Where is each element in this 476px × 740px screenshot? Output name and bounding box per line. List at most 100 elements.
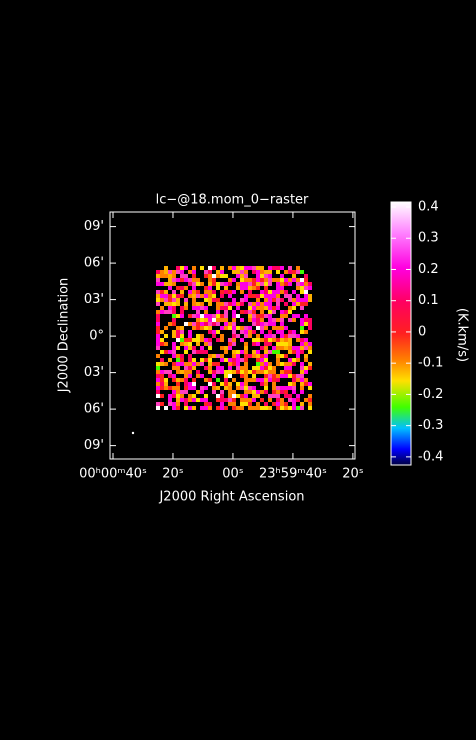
raster-pixel [164,334,168,338]
raster-pixel [212,386,216,390]
raster-pixel [292,274,296,278]
raster-pixel [304,330,308,334]
raster-pixel [260,266,264,270]
raster-pixel [308,350,312,354]
colorbar-tick-label: -0.2 [418,387,443,402]
raster-pixel [280,386,284,390]
raster-pixel [260,406,264,410]
raster-pixel [240,350,244,354]
raster-pixel [216,406,220,410]
raster-pixel [292,278,296,282]
raster-pixel [184,266,188,270]
raster-pixel [164,294,168,298]
raster-pixel [296,294,300,298]
raster-pixel [216,270,220,274]
raster-pixel [232,390,236,394]
raster-pixel [244,402,248,406]
raster-pixel [264,290,268,294]
raster-pixel [220,406,224,410]
raster-pixel [160,382,164,386]
raster-pixel [256,278,260,282]
raster-pixel [220,270,224,274]
raster-pixel [280,346,284,350]
raster-pixel [156,390,160,394]
raster-pixel [276,306,280,310]
raster-pixel [156,346,160,350]
raster-pixel [276,358,280,362]
colorbar-tick-label: -0.3 [418,418,443,433]
raster-pixel [260,282,264,286]
raster-pixel [228,358,232,362]
raster-pixel [168,310,172,314]
raster-pixel [220,302,224,306]
raster-pixel [212,374,216,378]
raster-pixel [264,306,268,310]
raster-pixel [236,406,240,410]
raster-pixel [284,386,288,390]
raster-pixel [172,390,176,394]
raster-pixel [260,338,264,342]
raster-pixel [220,390,224,394]
raster-pixel [168,278,172,282]
raster-pixel [300,322,304,326]
raster-pixel [200,362,204,366]
raster-pixel [156,274,160,278]
raster-pixel [160,290,164,294]
raster-pixel [248,286,252,290]
raster-pixel [268,370,272,374]
raster-pixel [228,290,232,294]
raster-pixel [204,398,208,402]
raster-pixel [236,302,240,306]
y-tick-label: 0° [89,329,104,344]
raster-pixel [216,274,220,278]
raster-pixel [292,306,296,310]
raster-pixel [236,362,240,366]
raster-pixel [248,406,252,410]
raster-pixel [208,378,212,382]
raster-pixel [264,334,268,338]
raster-pixel [304,370,308,374]
raster-pixel [236,282,240,286]
raster-pixel [308,402,312,406]
raster-pixel [244,334,248,338]
raster-pixel [260,270,264,274]
raster-pixel [284,370,288,374]
raster-pixel [284,342,288,346]
raster-pixel [236,358,240,362]
raster-pixel [300,306,304,310]
raster-pixel [216,306,220,310]
raster-pixel [204,402,208,406]
raster-pixel [160,374,164,378]
raster-pixel [192,382,196,386]
raster-pixel [304,314,308,318]
raster-pixel [208,294,212,298]
beam-marker [131,431,135,435]
raster-pixel [268,322,272,326]
raster-pixel [296,278,300,282]
raster-pixel [216,282,220,286]
raster-pixel [168,286,172,290]
raster-pixel [256,282,260,286]
raster-pixel [268,290,272,294]
raster-pixel [280,390,284,394]
raster-pixel [288,394,292,398]
raster-pixel [208,266,212,270]
raster-pixel [160,350,164,354]
raster-pixel [176,362,180,366]
raster-pixel [292,314,296,318]
raster-pixel [232,330,236,334]
raster-pixel [220,314,224,318]
raster-pixel [168,386,172,390]
raster-pixel [252,386,256,390]
raster-pixel [208,290,212,294]
raster-pixel [264,338,268,342]
raster-pixel [300,318,304,322]
raster-pixel [288,374,292,378]
raster-pixel [200,334,204,338]
raster-pixel [236,366,240,370]
raster-pixel [192,322,196,326]
raster-pixel [308,286,312,290]
raster-pixel [288,358,292,362]
raster-pixel [200,346,204,350]
